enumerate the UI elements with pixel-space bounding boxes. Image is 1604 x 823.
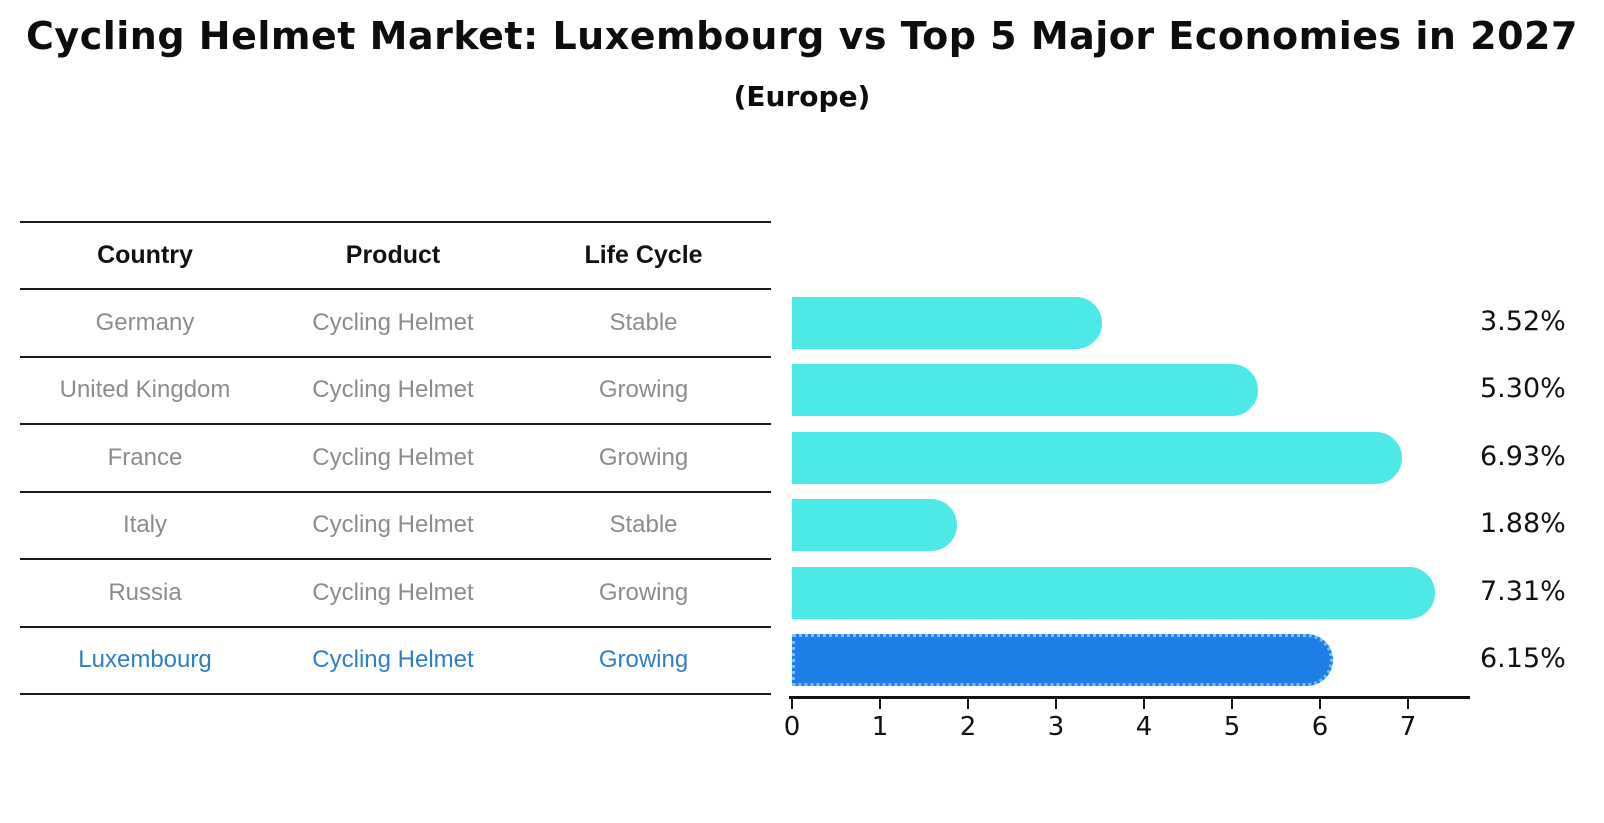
bar-value-label: 3.52% — [1480, 305, 1566, 337]
x-axis-tick — [1231, 699, 1233, 709]
x-axis-tick-label: 0 — [783, 712, 801, 742]
bar-value-label: 7.31% — [1480, 575, 1566, 607]
x-axis-tick — [967, 699, 969, 709]
cell-country: Luxembourg — [78, 646, 212, 674]
x-axis-tick — [1055, 699, 1057, 709]
table-separator-line — [20, 625, 771, 628]
cell-life-cycle: Stable — [609, 308, 678, 336]
table-row: Luxembourg Cycling Helmet Growing — [20, 627, 771, 695]
table-separator-line — [20, 490, 771, 493]
table-separator-line — [20, 221, 771, 223]
cell-life-cycle: Growing — [598, 376, 689, 404]
bar-italy — [792, 499, 958, 552]
x-axis-tick-label: 3 — [1047, 712, 1065, 742]
x-axis-tick — [1319, 699, 1321, 709]
bar-value-label: 6.93% — [1480, 440, 1566, 472]
cell-product: Cycling Helmet — [312, 376, 474, 404]
cell-country: United Kingdom — [59, 376, 231, 404]
column-header-product: Product — [345, 241, 441, 269]
x-axis-tick — [879, 699, 881, 709]
x-axis-tick — [791, 699, 793, 709]
x-axis-tick-label: 7 — [1399, 712, 1417, 742]
cell-country: France — [107, 443, 183, 471]
cell-country: Germany — [95, 308, 195, 336]
table-separator-line — [20, 423, 771, 425]
cell-life-cycle: Stable — [609, 511, 678, 539]
cell-life-cycle: Growing — [598, 578, 689, 606]
table-header-row: Country Product Life Cycle — [20, 222, 771, 289]
column-header-life-cycle: Life Cycle — [584, 241, 703, 269]
table-row: France Cycling Helmet Growing — [20, 424, 771, 492]
bar-germany — [792, 296, 1102, 349]
x-axis-tick — [1407, 699, 1409, 709]
column-header-country: Country — [97, 241, 193, 269]
x-axis-tick-label: 6 — [1311, 712, 1329, 742]
cell-country: Italy — [122, 511, 167, 539]
bar-value-label: 5.30% — [1480, 373, 1566, 405]
x-axis-line — [789, 696, 1470, 699]
table-row: Russia Cycling Helmet Growing — [20, 559, 771, 627]
bar-russia — [792, 566, 1436, 619]
table-separator-line — [20, 355, 771, 358]
cell-product: Cycling Helmet — [312, 308, 474, 336]
table-separator-line — [20, 693, 771, 695]
x-axis-tick-label: 1 — [871, 712, 889, 742]
cell-product: Cycling Helmet — [312, 646, 474, 674]
table-row: United Kingdom Cycling Helmet Growing — [20, 357, 771, 425]
cell-life-cycle: Growing — [598, 443, 689, 471]
page-subtitle: (Europe) — [733, 80, 871, 113]
x-axis-tick-label: 2 — [959, 712, 977, 742]
cell-product: Cycling Helmet — [312, 443, 474, 471]
x-axis-tick-label: 4 — [1135, 712, 1153, 742]
cell-product: Cycling Helmet — [312, 578, 474, 606]
bar-luxembourg — [792, 634, 1334, 687]
cell-country: Russia — [108, 578, 182, 606]
x-axis-tick — [1143, 699, 1145, 709]
x-axis-tick-label: 5 — [1223, 712, 1241, 742]
bar-united-kingdom — [792, 364, 1259, 417]
table-row: Germany Cycling Helmet Stable — [20, 289, 771, 357]
table-separator-line — [20, 288, 771, 290]
page-title: Cycling Helmet Market: Luxembourg vs Top… — [26, 14, 1578, 58]
cell-life-cycle: Growing — [598, 646, 689, 674]
bar-value-label: 1.88% — [1480, 508, 1566, 540]
bar-value-label: 6.15% — [1480, 643, 1566, 675]
bar-france — [792, 431, 1402, 484]
cell-product: Cycling Helmet — [312, 511, 474, 539]
table-row: Italy Cycling Helmet Stable — [20, 492, 771, 560]
table-separator-line — [20, 558, 771, 560]
